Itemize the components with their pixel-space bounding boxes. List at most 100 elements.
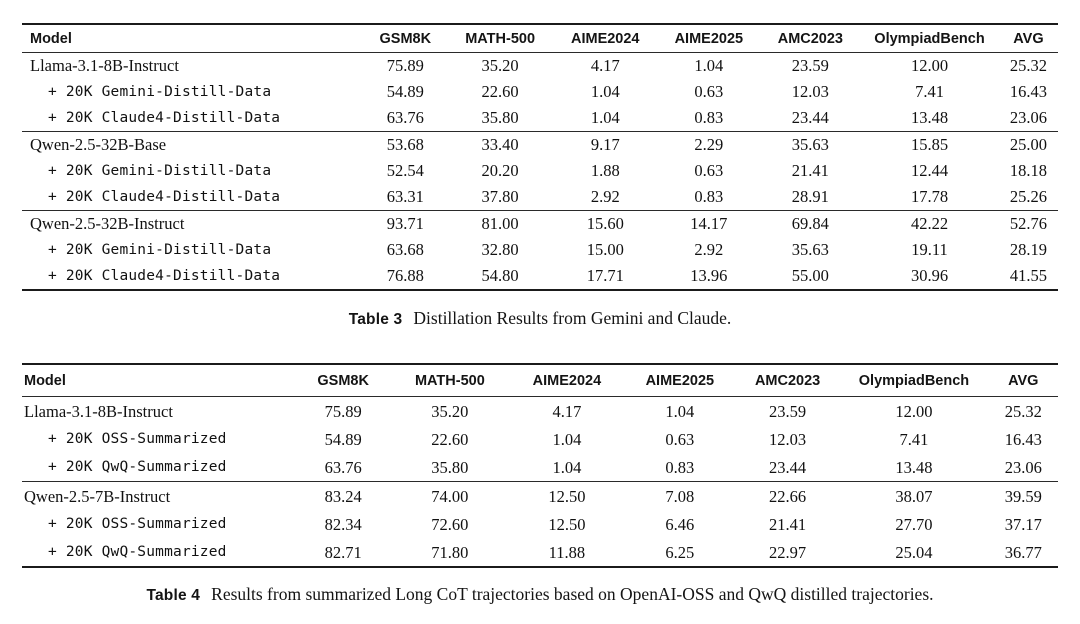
score-cell: 35.80 (481, 108, 519, 127)
score-cell: 6.46 (665, 514, 695, 534)
score-cell: 23.59 (791, 56, 829, 75)
model-name-cell: Llama-3.1-8B-Instruct (30, 56, 179, 75)
score-cell: 1.04 (590, 82, 620, 101)
table-row: + 20K OSS-Summarized 82.34 72.60 12.50 6.46 2… (22, 510, 1058, 538)
score-cell: 75.89 (386, 56, 424, 75)
score-cell: 6.25 (665, 542, 695, 562)
score-cell: 15.60 (553, 210, 658, 237)
table-row: + 20K Claude4-Distill-Data 63.31 37.80 2.92… (22, 184, 1058, 211)
score-cell: 0.83 (694, 187, 724, 206)
column-header-math500: MATH-500 (446, 24, 554, 53)
score-cell: 63.76 (324, 457, 362, 477)
score-cell: 1.04 (694, 56, 724, 75)
table-row: + 20K Gemini-Distill-Data 52.54 20.20 1.88 0… (22, 158, 1058, 184)
score-cell: 13.96 (690, 266, 728, 285)
table-row: + 20K Claude4-Distill-Data 76.88 54.80 17.7… (22, 263, 1058, 290)
score-cell: 35.20 (431, 401, 469, 421)
paper-page: Model GSM8K MATH-500 AIME2024 AIME2025 A… (22, 23, 1058, 604)
score-cell: 12.03 (791, 82, 829, 101)
column-header-gsm8k: GSM8K (296, 364, 390, 397)
table-row: Qwen-2.5-32B-Instruct 93.71 81.00 15.60 14.1… (22, 210, 1058, 237)
score-cell: 41.55 (1009, 266, 1048, 285)
score-cell: 82.71 (324, 542, 362, 562)
score-cell: 22.60 (481, 82, 519, 101)
score-cell: 63.68 (386, 240, 424, 259)
score-cell: 0.83 (694, 108, 724, 127)
score-cell: 35.80 (431, 457, 469, 477)
score-cell: 4.17 (552, 401, 582, 421)
score-cell: 22.60 (431, 429, 469, 449)
score-cell: 13.48 (895, 457, 933, 477)
score-cell: 54.89 (324, 429, 362, 449)
score-cell: 25.26 (1009, 187, 1048, 206)
score-cell: 37.80 (481, 187, 519, 206)
table3-caption-label: Table 3 (348, 311, 403, 328)
column-header-olympiadbench: OlympiadBench (860, 24, 999, 53)
score-cell: 69.84 (760, 210, 861, 237)
table3-caption-text: Distillation Results from Gemini and Cla… (413, 308, 732, 328)
score-cell: 25.32 (1009, 56, 1048, 75)
score-cell: 2.29 (657, 131, 761, 158)
score-cell: 74.00 (389, 481, 510, 510)
model-name-cell: + 20K Claude4-Distill-Data (48, 110, 281, 126)
model-name-cell: + 20K QwQ-Summarized (48, 543, 227, 560)
score-cell: 21.41 (769, 514, 807, 534)
model-name-cell: + 20K OSS-Summarized (48, 430, 227, 447)
score-cell: 27.70 (895, 514, 933, 534)
score-cell: 16.43 (1004, 429, 1042, 449)
score-cell: 20.20 (481, 161, 519, 180)
score-cell: 12.00 (895, 401, 933, 421)
model-name-cell: + 20K Gemini-Distill-Data (48, 242, 272, 258)
score-cell: 16.43 (1009, 82, 1048, 101)
column-header-model: Model (22, 24, 364, 53)
score-cell: 54.89 (386, 82, 424, 101)
score-cell: 93.71 (363, 210, 447, 237)
score-cell: 1.04 (552, 429, 582, 449)
model-name-cell: + 20K Claude4-Distill-Data (48, 268, 281, 284)
score-cell: 18.18 (1009, 161, 1048, 180)
score-cell: 13.48 (910, 108, 949, 127)
score-cell: 36.77 (1004, 542, 1042, 562)
table-row: + 20K OSS-Summarized 54.89 22.60 1.04 0.63 12… (22, 425, 1058, 453)
table-row: + 20K Gemini-Distill-Data 63.68 32.80 15.00… (22, 237, 1058, 263)
table-row: + 20K Gemini-Distill-Data 54.89 22.60 1.04 0… (22, 79, 1058, 105)
score-cell: 15.00 (586, 240, 624, 259)
score-cell: 83.24 (296, 481, 390, 510)
score-cell: 35.63 (791, 240, 829, 259)
column-header-math500: MATH-500 (389, 364, 510, 397)
table4-caption-label: Table 4 (146, 587, 201, 604)
score-cell: 52.54 (386, 161, 424, 180)
score-cell: 76.88 (386, 266, 424, 285)
table-row: Llama-3.1-8B-Instruct 75.89 35.20 4.17 1.04 2… (22, 53, 1058, 80)
score-cell: 1.04 (552, 457, 582, 477)
score-cell: 12.44 (910, 161, 949, 180)
score-cell: 75.89 (324, 401, 362, 421)
model-name-cell: Qwen-2.5-7B-Instruct (22, 481, 297, 510)
score-cell: 25.00 (998, 131, 1058, 158)
table-row: Llama-3.1-8B-Instruct 75.89 35.20 4.17 1.04 2… (22, 397, 1058, 426)
model-name-cell: + 20K OSS-Summarized (48, 515, 227, 532)
column-header-aime2024: AIME2024 (509, 364, 624, 397)
table4-body: Llama-3.1-8B-Instruct 75.89 35.20 4.17 1.04 2… (22, 397, 1058, 568)
score-cell: 0.63 (694, 82, 724, 101)
score-cell: 23.06 (1009, 108, 1048, 127)
column-header-gsm8k: GSM8K (363, 24, 447, 53)
table3-body: Llama-3.1-8B-Instruct 75.89 35.20 4.17 1.04 2… (22, 53, 1058, 291)
score-cell: 33.40 (446, 131, 554, 158)
table3-header: Model GSM8K MATH-500 AIME2024 AIME2025 A… (22, 24, 1058, 53)
score-cell: 30.96 (910, 266, 949, 285)
model-name-cell: Qwen-2.5-32B-Base (22, 131, 364, 158)
score-cell: 38.07 (839, 481, 989, 510)
score-cell: 37.17 (1004, 514, 1042, 534)
score-cell: 72.60 (431, 514, 469, 534)
score-cell: 82.34 (324, 514, 362, 534)
score-cell: 21.41 (791, 161, 829, 180)
column-header-aime2025: AIME2025 (657, 24, 761, 53)
score-cell: 1.04 (590, 108, 620, 127)
header-row: Model GSM8K MATH-500 AIME2024 AIME2025 A… (22, 24, 1058, 53)
score-cell: 0.63 (694, 161, 724, 180)
score-cell: 17.78 (910, 187, 949, 206)
header-row: Model GSM8K MATH-500 AIME2024 AIME2025 A… (22, 364, 1058, 397)
score-cell: 35.63 (760, 131, 861, 158)
score-cell: 1.88 (590, 161, 620, 180)
